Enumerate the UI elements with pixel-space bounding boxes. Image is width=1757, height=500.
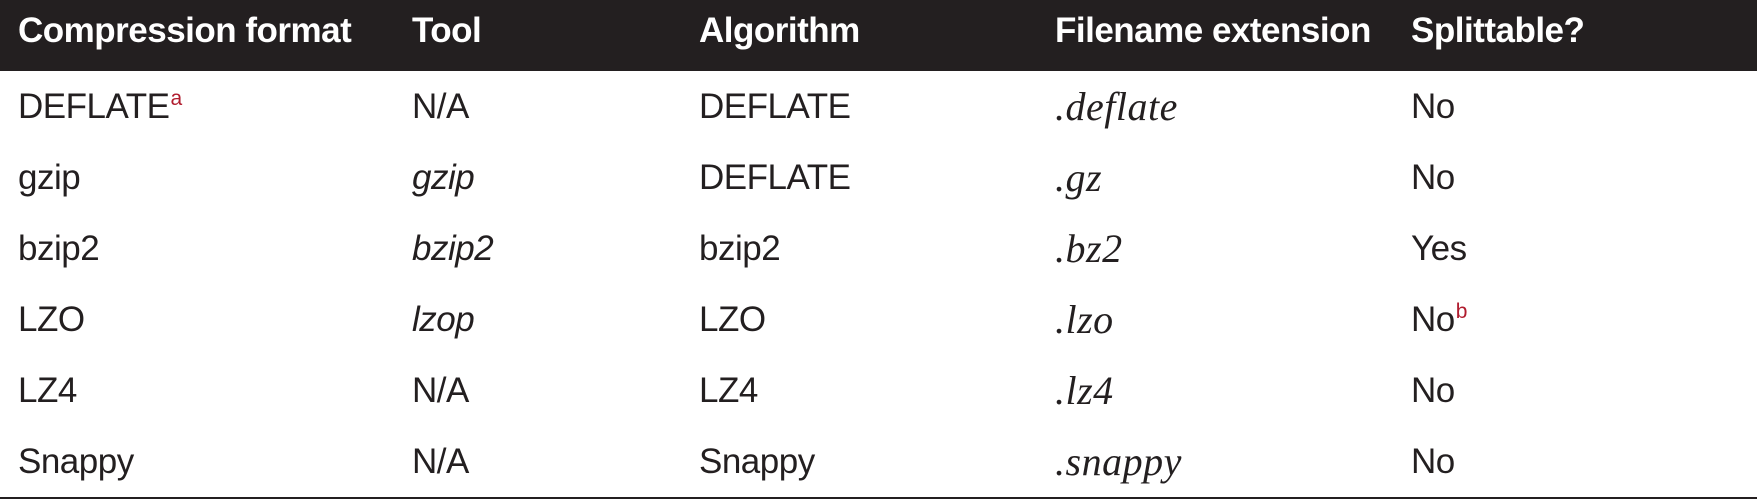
cell-extension: .deflate <box>1055 84 1178 129</box>
cell-tool: N/A <box>412 442 469 481</box>
cell-format: bzip2 <box>18 213 100 284</box>
cell-splittable: No <box>1411 71 1456 142</box>
format-text: LZ4 <box>18 371 77 410</box>
header-compression-format: Compression format <box>18 11 352 50</box>
table-row: bzip2 bzip2 bzip2 .bz2 Yes <box>0 213 1757 284</box>
splittable-text: No <box>1411 158 1455 197</box>
cell-format: Snappy <box>18 426 135 497</box>
table-row: LZ4 N/A LZ4 .lz4 No <box>0 355 1757 426</box>
format-text: DEFLATE <box>18 87 170 126</box>
cell-algorithm: LZ4 <box>699 371 758 410</box>
cell-algorithm: DEFLATE <box>699 158 851 197</box>
cell-algorithm: LZO <box>699 300 766 339</box>
cell-tool: N/A <box>412 371 469 410</box>
cell-splittable: No <box>1411 355 1456 426</box>
cell-format: DEFLATEa <box>18 71 182 142</box>
splittable-text: No <box>1411 87 1455 126</box>
cell-extension: .lz4 <box>1055 368 1114 413</box>
table-header-row: Compression format Tool Algorithm Filena… <box>0 0 1757 71</box>
cell-extension: .gz <box>1055 155 1103 200</box>
splittable-text: No <box>1411 442 1455 481</box>
splittable-text: Yes <box>1411 229 1467 268</box>
cell-algorithm: DEFLATE <box>699 87 851 126</box>
splittable-text: No <box>1411 371 1455 410</box>
cell-tool: N/A <box>412 87 469 126</box>
format-text: gzip <box>18 158 81 197</box>
cell-splittable: Yes <box>1411 213 1468 284</box>
cell-extension: .lzo <box>1055 297 1114 342</box>
cell-tool: lzop <box>412 300 475 339</box>
header-tool: Tool <box>412 11 482 50</box>
table-row: LZO lzop LZO .lzo Nob <box>0 284 1757 355</box>
cell-splittable: No <box>1411 142 1456 213</box>
header-filename-extension: Filename extension <box>1055 11 1371 50</box>
format-text: LZO <box>18 300 85 339</box>
header-algorithm: Algorithm <box>699 11 860 50</box>
table-row: Snappy N/A Snappy .snappy No <box>0 426 1757 497</box>
format-text: bzip2 <box>18 229 100 268</box>
format-text: Snappy <box>18 442 134 481</box>
cell-extension: .snappy <box>1055 439 1182 484</box>
cell-format: LZ4 <box>18 355 78 426</box>
splittable-text: No <box>1411 300 1455 339</box>
cell-splittable: No <box>1411 426 1456 497</box>
footnote-marker[interactable]: b <box>1455 300 1468 323</box>
cell-format: gzip <box>18 142 81 213</box>
header-splittable: Splittable? <box>1411 11 1585 50</box>
footnote-marker[interactable]: a <box>170 87 183 110</box>
cell-tool: bzip2 <box>412 229 494 268</box>
table-bottom-rule <box>0 497 1757 499</box>
table-row: DEFLATEa N/A DEFLATE .deflate No <box>0 71 1757 142</box>
cell-tool: gzip <box>412 158 475 197</box>
table-row: gzip gzip DEFLATE .gz No <box>0 142 1757 213</box>
cell-algorithm: Snappy <box>699 442 815 481</box>
cell-splittable: Nob <box>1411 284 1467 355</box>
cell-algorithm: bzip2 <box>699 229 781 268</box>
cell-extension: .bz2 <box>1055 226 1123 271</box>
cell-format: LZO <box>18 284 86 355</box>
